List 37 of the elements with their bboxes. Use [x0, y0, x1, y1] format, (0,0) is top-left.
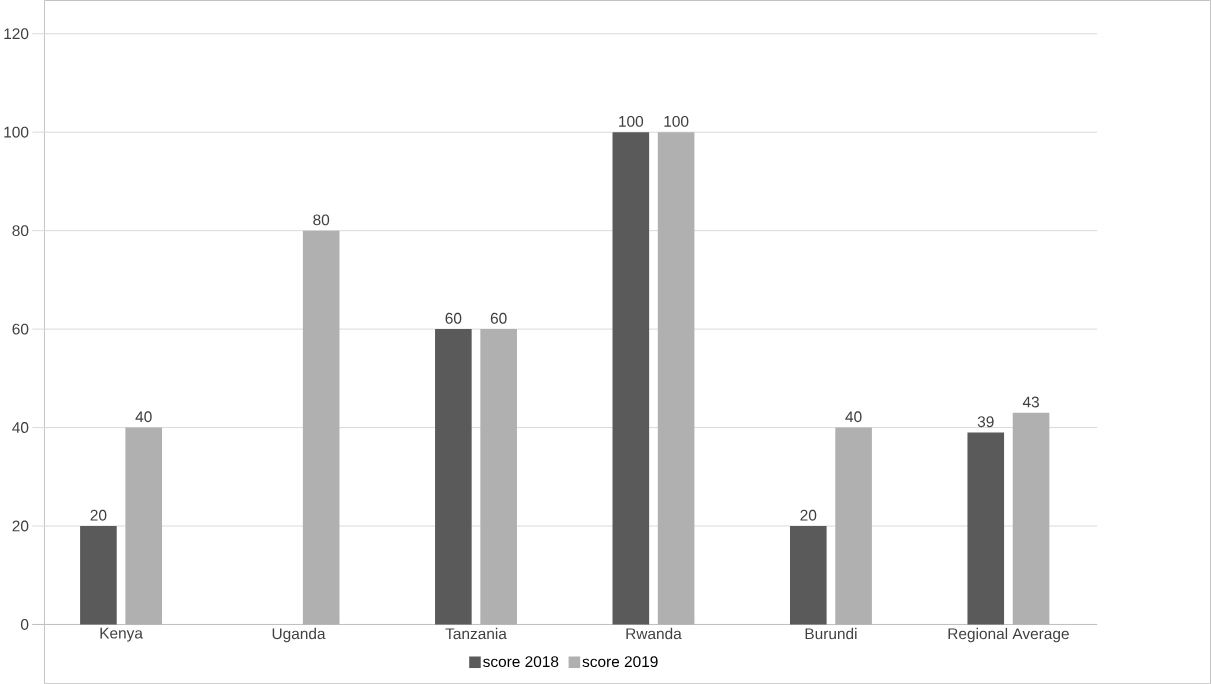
data-label: 43: [1022, 396, 1039, 408]
y-tick-label: 80: [12, 225, 29, 236]
y-tick-label: 0: [20, 618, 29, 630]
data-label: 39: [977, 416, 994, 428]
bar: [125, 427, 163, 625]
y-tick-label: 40: [12, 421, 29, 433]
data-label: 100: [619, 115, 644, 127]
y-tick-label: 120: [4, 28, 29, 40]
bar: [435, 328, 472, 625]
bar: [80, 525, 117, 625]
data-label: 60: [445, 312, 462, 324]
data-label: 40: [135, 411, 152, 423]
bar: [789, 525, 827, 625]
bar: [480, 328, 517, 625]
data-label: 60: [490, 312, 507, 324]
x-tick-label: Rwanda: [626, 627, 682, 640]
x-tick-label: Kenya: [100, 627, 143, 642]
bar: [612, 132, 650, 625]
data-label: 40: [845, 411, 862, 423]
y-tick-label: 100: [4, 126, 29, 138]
bar: [835, 427, 872, 625]
data-label: 20: [90, 509, 107, 521]
legend-label: score 2018: [483, 656, 559, 667]
bar: [657, 132, 695, 625]
bar: [967, 432, 1005, 625]
x-tick-label: Tanzania: [445, 627, 507, 640]
x-tick-label: Uganda: [272, 627, 326, 643]
bar: [1012, 412, 1050, 625]
legend-label: score 2019: [582, 656, 658, 667]
data-label: 80: [313, 214, 330, 226]
data-label: 20: [800, 509, 817, 521]
bar: [302, 230, 340, 625]
y-tick-label: 20: [12, 520, 29, 532]
x-tick-label: Regional Average: [948, 627, 1069, 643]
y-tick-label: 60: [12, 323, 29, 335]
data-label: 100: [664, 115, 689, 127]
x-tick-label: Burundi: [805, 627, 857, 640]
